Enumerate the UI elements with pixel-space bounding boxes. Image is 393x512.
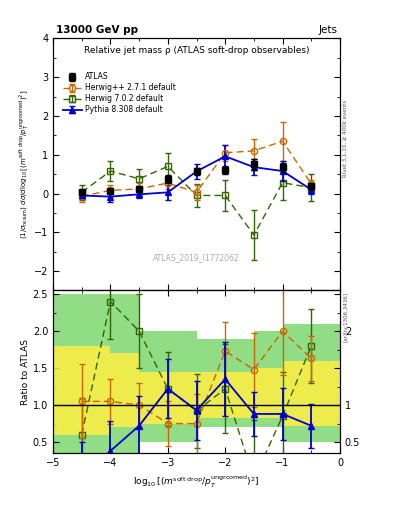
Text: [arXiv:1306.3436]: [arXiv:1306.3436] (343, 292, 348, 343)
X-axis label: $\log_{10}[(m^{\rm soft\ drop}/p_T^{\rm ungroomed})^2]$: $\log_{10}[(m^{\rm soft\ drop}/p_T^{\rm … (133, 474, 260, 490)
Text: ATLAS_2019_I1772062: ATLAS_2019_I1772062 (153, 253, 240, 262)
Legend: ATLAS, Herwig++ 2.7.1 default, Herwig 7.0.2 default, Pythia 8.308 default: ATLAS, Herwig++ 2.7.1 default, Herwig 7.… (62, 73, 176, 114)
Text: Jets: Jets (318, 25, 337, 35)
Text: Rivet 3.1.10, ≥ 400k events: Rivet 3.1.10, ≥ 400k events (343, 100, 348, 177)
Y-axis label: $(1/\sigma_{\rm resum})\ d\sigma/d\log_{10}[(m^{\rm soft\ drop}/p_T^{\rm ungroom: $(1/\sigma_{\rm resum})\ d\sigma/d\log_{… (17, 90, 31, 239)
Text: 13000 GeV pp: 13000 GeV pp (56, 25, 138, 35)
Y-axis label: Ratio to ATLAS: Ratio to ATLAS (21, 339, 30, 405)
Text: Relative jet mass ρ (ATLAS soft-drop observables): Relative jet mass ρ (ATLAS soft-drop obs… (84, 46, 309, 55)
